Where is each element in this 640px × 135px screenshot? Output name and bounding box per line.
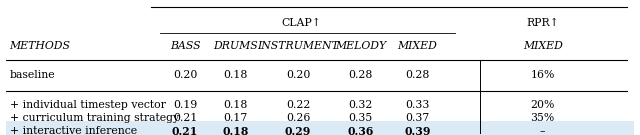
Text: METHODS: METHODS	[10, 41, 70, 51]
Text: 0.20: 0.20	[286, 70, 310, 80]
Text: 20%: 20%	[531, 99, 555, 109]
Text: 0.32: 0.32	[349, 99, 373, 109]
Text: + curriculum training strategy: + curriculum training strategy	[10, 113, 179, 123]
Text: 35%: 35%	[531, 113, 555, 123]
Text: INSTRUMENT: INSTRUMENT	[257, 41, 339, 51]
Text: 0.39: 0.39	[404, 126, 431, 135]
Text: + individual timestep vector: + individual timestep vector	[10, 99, 165, 109]
Text: 0.17: 0.17	[223, 113, 248, 123]
Text: 0.33: 0.33	[405, 99, 429, 109]
Text: 0.21: 0.21	[173, 113, 197, 123]
Text: CLAP↑: CLAP↑	[281, 18, 321, 28]
Text: MELODY: MELODY	[335, 41, 387, 51]
Text: RPR↑: RPR↑	[526, 18, 559, 28]
FancyBboxPatch shape	[6, 121, 634, 135]
Text: 0.21: 0.21	[172, 126, 198, 135]
Text: baseline: baseline	[10, 70, 55, 80]
Text: 0.36: 0.36	[348, 126, 374, 135]
Text: 0.28: 0.28	[405, 70, 429, 80]
Text: BASS: BASS	[170, 41, 200, 51]
Text: + interactive inference: + interactive inference	[10, 126, 137, 135]
Text: 0.18: 0.18	[223, 70, 248, 80]
Text: MIXED: MIXED	[397, 41, 437, 51]
Text: 0.26: 0.26	[286, 113, 310, 123]
Text: 0.28: 0.28	[349, 70, 373, 80]
Text: 0.18: 0.18	[223, 99, 248, 109]
Text: 0.18: 0.18	[222, 126, 248, 135]
Text: 0.37: 0.37	[405, 113, 429, 123]
Text: 0.20: 0.20	[173, 70, 197, 80]
Text: DRUMS: DRUMS	[213, 41, 258, 51]
Text: 0.29: 0.29	[285, 126, 311, 135]
Text: 0.35: 0.35	[349, 113, 373, 123]
Text: 16%: 16%	[531, 70, 555, 80]
Text: 0.19: 0.19	[173, 99, 197, 109]
Text: 0.22: 0.22	[286, 99, 310, 109]
Text: –: –	[540, 126, 545, 135]
Text: MIXED: MIXED	[523, 41, 563, 51]
